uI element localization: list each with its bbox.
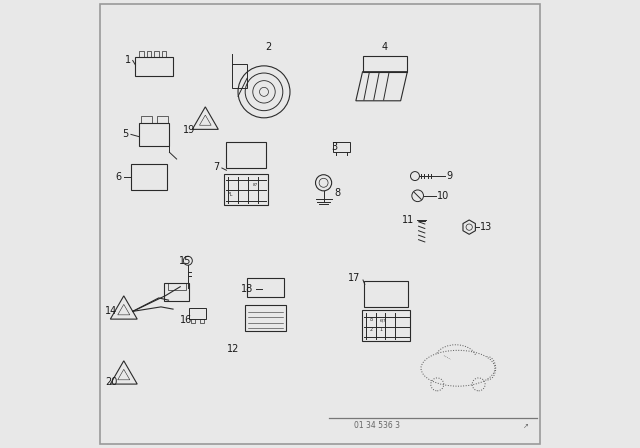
Text: 16: 16 [180, 315, 192, 325]
Bar [140, 51, 144, 57]
Text: 9: 9 [446, 171, 452, 181]
Text: 13: 13 [481, 222, 493, 232]
Bar [245, 305, 285, 331]
Bar [224, 174, 268, 205]
Bar [200, 319, 204, 323]
Bar [168, 283, 186, 290]
Text: 3: 3 [332, 142, 338, 152]
Text: 1: 1 [380, 327, 383, 332]
Bar [154, 51, 159, 57]
Text: 6|7: 6|7 [380, 318, 386, 322]
Text: 87: 87 [252, 183, 258, 187]
Bar [162, 51, 166, 57]
Text: ↗: ↗ [523, 422, 529, 429]
Text: 18: 18 [241, 284, 253, 294]
Bar [362, 310, 410, 341]
Bar [232, 64, 247, 89]
Text: 4: 4 [382, 42, 388, 52]
Bar [227, 142, 266, 168]
Bar [141, 116, 152, 123]
Text: 20: 20 [105, 377, 118, 387]
Bar [333, 142, 351, 152]
Text: 1: 1 [125, 56, 131, 65]
Bar [131, 164, 167, 190]
Text: 15: 15 [179, 256, 192, 266]
Bar [135, 57, 173, 76]
Text: 5: 5 [122, 129, 128, 139]
Text: 10: 10 [437, 191, 450, 201]
Text: 7: 7 [213, 162, 220, 172]
Text: 19: 19 [183, 125, 195, 135]
Bar [364, 281, 408, 307]
Bar [139, 123, 170, 146]
Text: 01 34 536 3: 01 34 536 3 [353, 421, 399, 430]
Bar [191, 319, 195, 323]
Text: FL: FL [228, 192, 233, 198]
Text: 6: 6 [115, 172, 122, 182]
Text: 2: 2 [369, 327, 372, 332]
Text: 14: 14 [105, 306, 118, 316]
Bar [247, 278, 284, 297]
Bar [164, 283, 189, 301]
Text: 8: 8 [369, 317, 372, 322]
Text: 12: 12 [227, 344, 239, 353]
Text: 11: 11 [402, 215, 414, 224]
Text: 17: 17 [348, 273, 360, 283]
Bar [157, 116, 168, 123]
Text: 2: 2 [266, 42, 271, 52]
Bar [189, 308, 206, 319]
Bar [147, 51, 151, 57]
Text: 8: 8 [334, 188, 340, 198]
